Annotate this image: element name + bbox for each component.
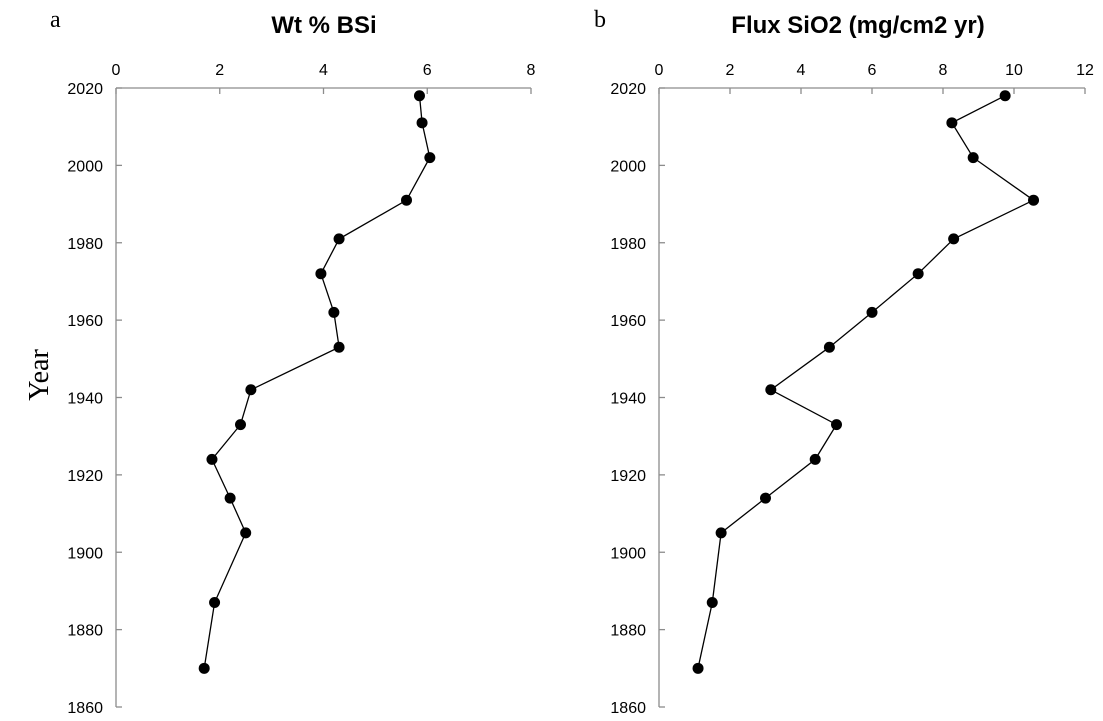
- data-point-a: [240, 527, 252, 539]
- x-tick-label: 8: [527, 62, 536, 79]
- data-point-a: [224, 492, 236, 504]
- data-point-b: [1028, 194, 1040, 206]
- x-tick-label: 0: [112, 62, 121, 79]
- data-point-a: [328, 306, 340, 318]
- panel-letter-b: b: [594, 7, 606, 33]
- data-point-b: [760, 492, 771, 504]
- y-tick-label: 2000: [610, 158, 646, 175]
- chart-title-a: Wt % BSi: [271, 12, 376, 39]
- y-tick-label: 1960: [610, 313, 646, 330]
- data-point-a: [401, 194, 412, 206]
- y-tick-label: 1960: [67, 313, 103, 330]
- data-point-b: [692, 662, 704, 674]
- x-tick-label: 12: [1076, 62, 1094, 79]
- y-tick-label: 1880: [67, 623, 103, 640]
- data-point-a: [315, 268, 327, 280]
- data-point-b: [706, 597, 718, 609]
- y-tick-label: 1880: [610, 623, 646, 640]
- y-tick-label: 1980: [67, 236, 103, 253]
- panel-letter-a: a: [50, 7, 61, 33]
- y-tick-label: 1900: [610, 545, 646, 562]
- x-tick-label: 4: [319, 62, 328, 79]
- data-point-b: [999, 90, 1011, 102]
- x-tick-label: 8: [939, 62, 948, 79]
- data-point-b: [823, 341, 835, 353]
- x-tick-label: 4: [797, 62, 806, 79]
- x-tick-label: 2: [726, 62, 735, 79]
- chart-panel-a: a Wt % BSi 0 2 4 6 8 1860 1880 1900 1920 1940 1960…: [50, 7, 536, 717]
- y-tick-label: 1980: [610, 236, 646, 253]
- x-tick-label: 6: [423, 62, 432, 79]
- data-point-a: [235, 419, 246, 431]
- data-point-b: [765, 384, 777, 396]
- y-tick-label: 2020: [67, 81, 103, 98]
- data-point-a: [209, 597, 221, 609]
- chart-panel-b: b Flux SiO2 (mg/cm2 yr) 0 2 4 6 8 10 12 1860 188…: [594, 7, 1094, 717]
- data-point-a: [413, 90, 425, 102]
- data-point-a: [245, 384, 257, 396]
- y-tick-label: 1860: [67, 700, 103, 717]
- series-line-a: [203, 95, 431, 669]
- data-point-b: [809, 453, 821, 465]
- series-line-b: [697, 95, 1035, 669]
- data-point-b: [831, 419, 842, 431]
- x-tick-label: 0: [655, 62, 664, 79]
- chart-title-b: Flux SiO2 (mg/cm2 yr): [731, 12, 984, 39]
- y-tick-label: 1920: [67, 468, 103, 485]
- y-tick-label: 1860: [610, 700, 646, 717]
- data-point-b: [946, 117, 958, 129]
- y-tick-label: 1940: [610, 391, 646, 408]
- data-point-a: [333, 233, 345, 245]
- y-tick-label: 1940: [67, 391, 103, 408]
- x-tick-label: 2: [215, 62, 224, 79]
- y-tick-label: 2020: [610, 81, 646, 98]
- data-point-a: [416, 117, 428, 129]
- y-tick-label: 1900: [67, 545, 103, 562]
- y-tick-label: 1920: [610, 468, 646, 485]
- data-point-b: [967, 152, 979, 164]
- data-point-a: [333, 341, 345, 353]
- data-point-b: [715, 527, 727, 539]
- data-point-a: [198, 662, 210, 674]
- data-point-a: [206, 453, 218, 465]
- y-axis-label: Year: [24, 349, 55, 401]
- data-point-b: [912, 268, 924, 280]
- data-point-b: [948, 233, 960, 245]
- data-point-b: [866, 306, 878, 318]
- data-point-a: [424, 152, 436, 164]
- x-tick-label: 6: [868, 62, 877, 79]
- y-tick-label: 2000: [67, 158, 103, 175]
- x-tick-label: 10: [1005, 62, 1023, 79]
